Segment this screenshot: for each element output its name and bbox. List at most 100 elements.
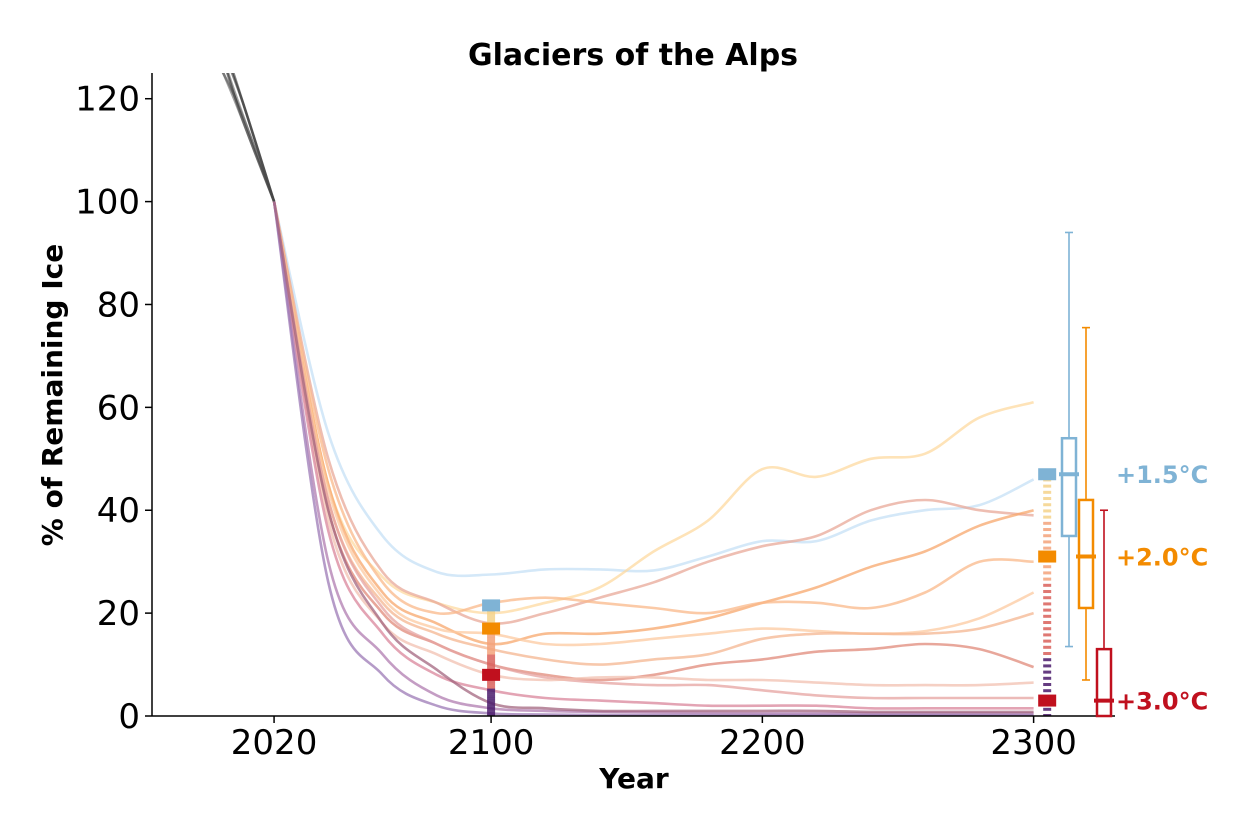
marker-2100-tick xyxy=(487,614,496,618)
projection-line xyxy=(272,201,1034,646)
marker-2300-tick xyxy=(1043,602,1052,606)
x-axis-label: Year xyxy=(598,762,669,795)
x-tick-label: 2020 xyxy=(231,723,318,763)
marker-2100-tick xyxy=(487,640,496,644)
marker-2300-tick xyxy=(1043,652,1052,656)
projection-line xyxy=(272,201,1035,578)
marker-2100-tick xyxy=(487,688,496,692)
marker-2100-tick xyxy=(487,637,496,641)
projection-line xyxy=(272,201,1034,687)
marker-2100-tick xyxy=(487,648,496,652)
marker-2100-tick xyxy=(487,682,496,686)
boxplot-1 xyxy=(1076,326,1096,681)
marker-2300-tick xyxy=(1043,497,1052,501)
boxplot-box xyxy=(1077,498,1095,610)
marker-2300-marker xyxy=(1038,694,1057,707)
scenario-label: +2.0°C xyxy=(1116,544,1208,572)
marker-2100-tick xyxy=(487,634,496,638)
projection-line xyxy=(272,201,1035,682)
marker-2300-tick xyxy=(1043,515,1052,519)
projection-line xyxy=(272,201,1034,710)
marker-2100-tick xyxy=(487,651,496,655)
marker-2100-tick xyxy=(487,617,496,621)
marker-2100-tick xyxy=(487,699,496,703)
y-tick-label: 120 xyxy=(75,80,140,120)
marker-2300-tick xyxy=(1043,707,1052,711)
marker-2300-tick xyxy=(1043,503,1052,507)
marker-2300-tick xyxy=(1043,546,1052,550)
scenario-label: +3.0°C xyxy=(1116,688,1208,716)
boxplot-2 xyxy=(1094,509,1114,718)
projection-line xyxy=(272,201,1034,616)
marker-2300-tick xyxy=(1043,676,1052,680)
marker-2100-tick xyxy=(487,662,496,666)
marker-2300-tick xyxy=(1043,664,1052,668)
x-tick-label: 2200 xyxy=(719,723,806,763)
plot-area xyxy=(221,73,1057,716)
marker-2300-tick xyxy=(1043,639,1052,643)
boxplot-0 xyxy=(1059,231,1079,648)
marker-2300-tick xyxy=(1043,528,1052,532)
marker-2100-tick xyxy=(487,685,496,689)
marker-2300-tick xyxy=(1043,614,1052,618)
marker-2300-tick xyxy=(1043,621,1052,625)
marker-2300-tick xyxy=(1043,521,1052,525)
projection-line xyxy=(272,201,1034,700)
marker-2100-tick xyxy=(487,657,496,661)
marker-2300-tick xyxy=(1043,571,1052,575)
marker-2100-marker xyxy=(482,599,501,612)
y-tick-label: 0 xyxy=(118,697,140,737)
marker-2100-tick xyxy=(487,702,496,706)
marker-2300-tick xyxy=(1043,645,1052,649)
marker-2100-tick xyxy=(487,711,496,715)
marker-2300-tick xyxy=(1043,577,1052,581)
y-tick-label: 100 xyxy=(75,183,140,223)
marker-2300-tick xyxy=(1043,596,1052,600)
marker-2300-marker xyxy=(1038,550,1057,563)
marker-2300-tick xyxy=(1043,590,1052,594)
y-tick-label: 80 xyxy=(97,285,140,325)
y-axis: 0 20 40 60 80 100 120 xyxy=(75,73,153,737)
marker-2100-tick xyxy=(487,645,496,649)
marker-2300-tick xyxy=(1043,658,1052,662)
projection-line xyxy=(272,201,1034,615)
y-tick-label: 60 xyxy=(97,388,140,428)
marker-2300-tick xyxy=(1043,608,1052,612)
marker-2100-tick xyxy=(487,643,496,647)
marker-2100-tick xyxy=(487,691,496,695)
boxplot-box xyxy=(1060,436,1078,538)
x-axis: 2020 2100 2200 2300 xyxy=(152,715,1115,763)
historical-line xyxy=(221,73,276,203)
marker-2100-tick xyxy=(487,714,496,716)
x-tick-label: 2300 xyxy=(990,723,1077,763)
marker-2300-tick xyxy=(1043,484,1052,488)
marker-2300-tick xyxy=(1043,490,1052,494)
marker-2100-tick xyxy=(487,694,496,698)
marker-2300-tick xyxy=(1043,509,1052,513)
projection-line xyxy=(272,201,1034,625)
marker-2100-marker xyxy=(482,622,501,635)
marker-2300-tick xyxy=(1043,627,1052,631)
projection-line xyxy=(272,201,1034,716)
chart-title: Glaciers of the Alps xyxy=(468,38,798,73)
marker-2300-tick xyxy=(1043,534,1052,538)
marker-2100-tick xyxy=(487,705,496,709)
marker-2100-tick xyxy=(487,679,496,683)
marker-2100-marker xyxy=(482,668,501,681)
marker-2100-tick xyxy=(487,696,496,700)
marker-2300-tick xyxy=(1043,583,1052,587)
y-axis-label: % of Remaining Ice xyxy=(36,244,69,546)
marker-2300-tick xyxy=(1043,714,1052,716)
projection-line xyxy=(272,201,1034,714)
marker-2100-tick xyxy=(487,660,496,664)
scenario-label: +1.5°C xyxy=(1116,461,1208,489)
x-tick-label: 2100 xyxy=(448,723,535,763)
marker-2300-tick xyxy=(1043,683,1052,687)
marker-2300-tick xyxy=(1043,670,1052,674)
marker-2300-tick xyxy=(1043,633,1052,637)
boxplot-box xyxy=(1095,647,1113,718)
marker-2100-tick xyxy=(487,654,496,658)
marker-2300-tick xyxy=(1043,689,1052,693)
marker-2300-marker xyxy=(1038,468,1057,481)
